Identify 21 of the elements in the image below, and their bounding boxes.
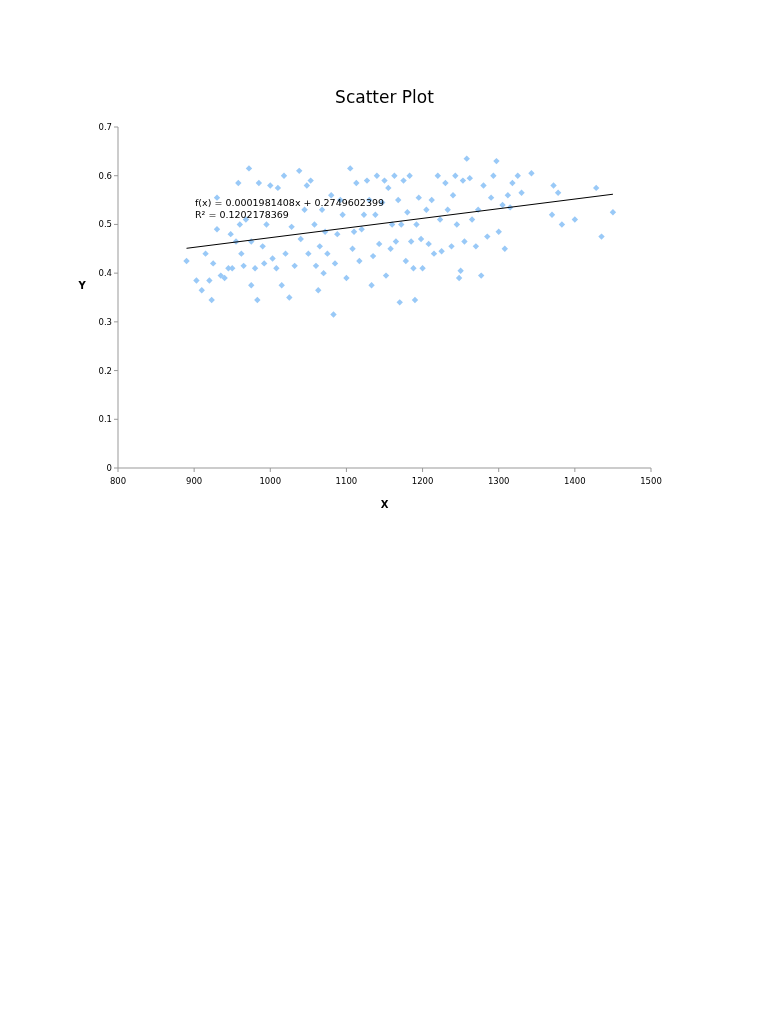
y-tick-label: 0.6: [98, 170, 112, 181]
x-tick-label: 1400: [564, 476, 586, 486]
y-tick-label: 0.3: [98, 316, 112, 327]
annotation: R² = 0.1202178369: [195, 209, 289, 220]
y-tick-label: 0.2: [98, 365, 112, 376]
annotation: f(x) = 0.0001981408x + 0.2749602399: [195, 197, 385, 208]
x-tick-label: 1000: [259, 476, 282, 486]
chart-title: Scatter Plot: [335, 87, 435, 107]
x-tick-label: 800: [109, 476, 127, 486]
x-tick-label: 900: [186, 476, 203, 486]
y-tick-label: 0.7: [98, 122, 112, 132]
x-tick-label: 1300: [487, 476, 510, 486]
y-tick-label: 0: [106, 463, 112, 473]
y-tick-label: 0.5: [98, 219, 112, 230]
y-tick-label: 0.4: [98, 268, 112, 279]
y-tick-label: 0.1: [98, 414, 112, 425]
x-tick-label: 1500: [640, 476, 662, 486]
y-axis-title: Y: [77, 279, 87, 291]
x-tick-label: 1200: [411, 476, 434, 486]
x-tick-label: 1100: [335, 476, 358, 486]
x-axis-title: X: [380, 499, 389, 510]
